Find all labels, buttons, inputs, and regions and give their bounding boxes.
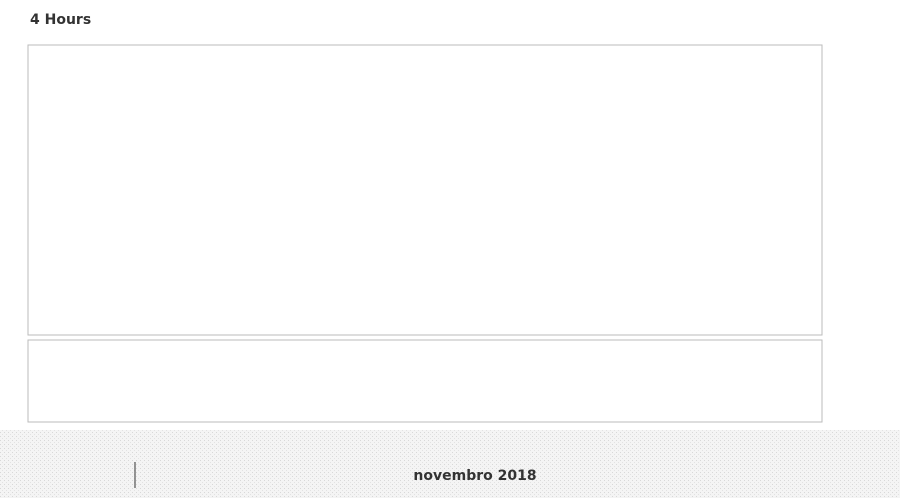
main-panel	[27, 44, 823, 336]
footer-band	[0, 430, 900, 498]
x-axis-title: novembro 2018	[413, 468, 536, 484]
chart-title: 4 Hours	[30, 12, 91, 28]
oscillator-panel	[27, 339, 823, 423]
